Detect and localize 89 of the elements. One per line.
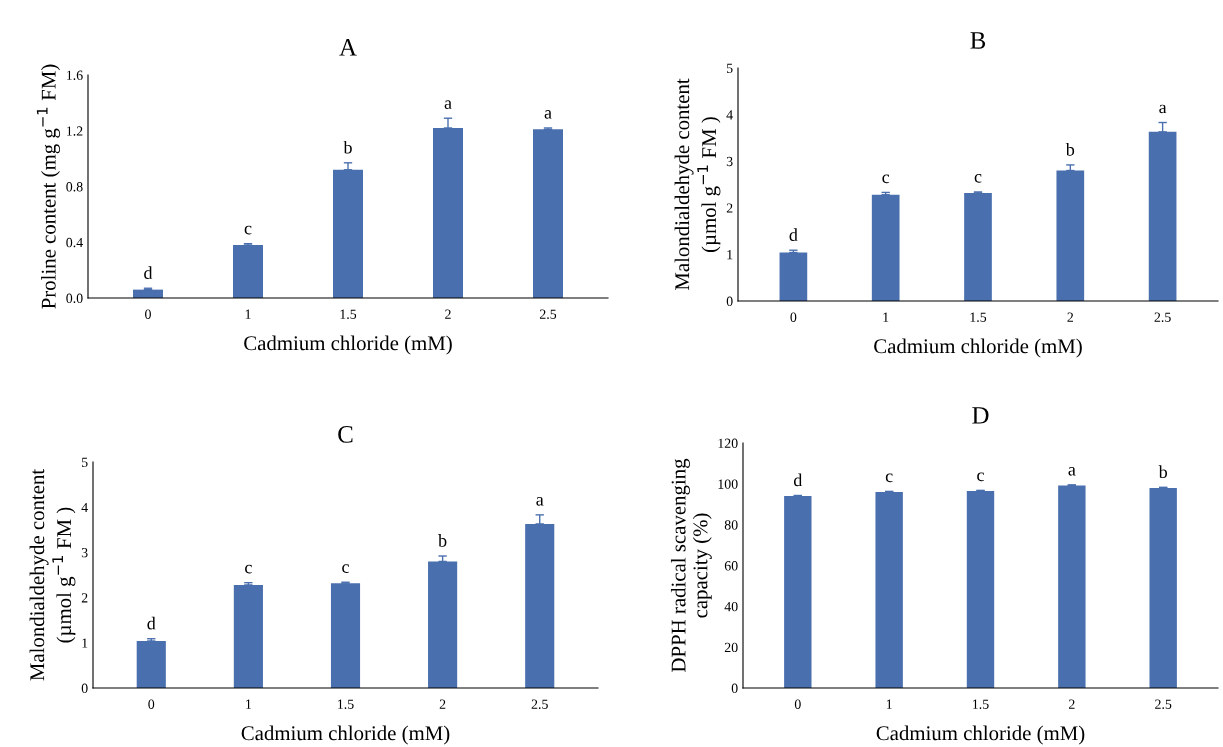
x-tick-label: 0 — [790, 312, 797, 322]
x-tick-label: 1.5 — [970, 312, 987, 322]
y-tick-label: 0.8 — [66, 182, 83, 192]
bar — [136, 640, 166, 688]
x-tick-label: 2 — [1068, 699, 1075, 709]
x-tick-label: 2 — [1067, 312, 1074, 322]
y-tick-label: 0 — [81, 683, 88, 693]
y-tick-label: 80 — [724, 520, 738, 530]
y-tick-label: 1 — [727, 250, 733, 260]
annotation: d — [789, 228, 798, 241]
bar — [330, 583, 361, 688]
x-tick-label: 1 — [245, 309, 251, 319]
x-tick-label: 0 — [148, 699, 155, 709]
x-tick-label: 2 — [439, 699, 446, 709]
y-tick-label: 0.0 — [66, 293, 83, 304]
y-tick-label: 2 — [726, 203, 733, 213]
y-tick-label: 100 — [718, 479, 738, 489]
annotation: c — [342, 564, 349, 574]
annotation: d — [793, 473, 803, 487]
y-tick-label: 4 — [726, 110, 733, 120]
bar — [1056, 170, 1085, 301]
annotation: a — [536, 497, 544, 506]
y-tick-label: 0.4 — [66, 237, 83, 248]
y-tick-label: 0 — [726, 296, 733, 306]
annotation: b — [343, 140, 352, 154]
y-tick-label: 20 — [724, 642, 738, 653]
y-tick-label: 0 — [731, 683, 738, 693]
annotation: c — [245, 564, 252, 574]
annotation: d — [144, 266, 153, 280]
y-tick-label: 60 — [724, 561, 738, 571]
x-tick-label: 1 — [246, 699, 252, 709]
annotation: c — [882, 174, 890, 184]
x-tick-label: 2.5 — [1154, 312, 1171, 322]
annotation: b — [438, 534, 447, 547]
annotation: c — [885, 473, 893, 483]
x-axis-title: Cadmium chloride (mM) — [241, 725, 450, 745]
y-tick-label: 3 — [726, 156, 733, 167]
annotation: a — [444, 100, 452, 109]
annotation: b — [1158, 465, 1168, 479]
annotation: a — [1068, 466, 1076, 476]
bar — [779, 252, 808, 301]
x-axis-title: Cadmium chloride (mM) — [244, 335, 452, 355]
y-tick-label: 120 — [718, 438, 738, 448]
bar — [233, 245, 263, 298]
x-tick-label: 1.5 — [338, 699, 354, 709]
x-tick-label: 1 — [886, 699, 892, 709]
y-tick-label: 1 — [82, 638, 88, 648]
bar — [964, 192, 992, 301]
y-tick-label: 3 — [81, 548, 88, 558]
y-tick-label: 4 — [81, 502, 88, 513]
annotation: a — [1159, 104, 1167, 114]
y-tick-label: 5 — [82, 457, 88, 467]
bar — [233, 584, 263, 688]
annotation: a — [544, 110, 552, 119]
x-tick-label: 2.5 — [531, 699, 548, 709]
annotation: d — [147, 616, 156, 630]
bar — [525, 523, 555, 688]
annotation: c — [244, 225, 252, 235]
y-axis-title: Malondialdehyde content (µmol g$^{−1}$ FM ) — [29, 468, 76, 681]
x-tick-label: 2.5 — [1155, 699, 1172, 709]
y-tick-label: 2 — [81, 593, 88, 603]
x-axis-title: Cadmium chloride (mM) — [876, 725, 1085, 745]
bar — [433, 127, 463, 298]
y-tick-label: 1.2 — [67, 126, 83, 136]
bar — [1148, 131, 1177, 301]
x-axis-title: Cadmium chloride (mM) — [874, 338, 1082, 358]
x-tick-label: 1.5 — [973, 699, 989, 709]
y-tick-label: 5 — [727, 63, 733, 73]
y-axis-title: Malondialdehyde content (µmol g$^{−1}$ FM ) — [674, 78, 721, 291]
bar — [871, 194, 900, 301]
chart-title: C — [338, 426, 353, 443]
x-tick-label: 2 — [445, 309, 451, 319]
chart-title: D — [972, 407, 989, 424]
x-tick-label: 2.5 — [539, 309, 557, 319]
chart-title: B — [970, 32, 986, 49]
y-axis-title: Proline content (mg g$^{−1}$ FM) — [36, 64, 60, 309]
x-tick-label: 1.5 — [340, 309, 357, 319]
x-tick-label: 0 — [145, 309, 151, 319]
bar — [428, 561, 458, 688]
chart-title: A — [339, 39, 357, 56]
y-axis-title: DPPH radical scavenging capacity (%) — [670, 458, 712, 672]
annotation: c — [977, 472, 984, 482]
annotation: b — [1065, 143, 1075, 156]
y-tick-label: 1.6 — [67, 70, 83, 81]
annotation: c — [974, 174, 982, 183]
x-tick-label: 0 — [794, 699, 801, 709]
x-tick-label: 1 — [883, 312, 889, 322]
y-tick-label: 40 — [724, 601, 738, 612]
bar — [533, 129, 563, 298]
